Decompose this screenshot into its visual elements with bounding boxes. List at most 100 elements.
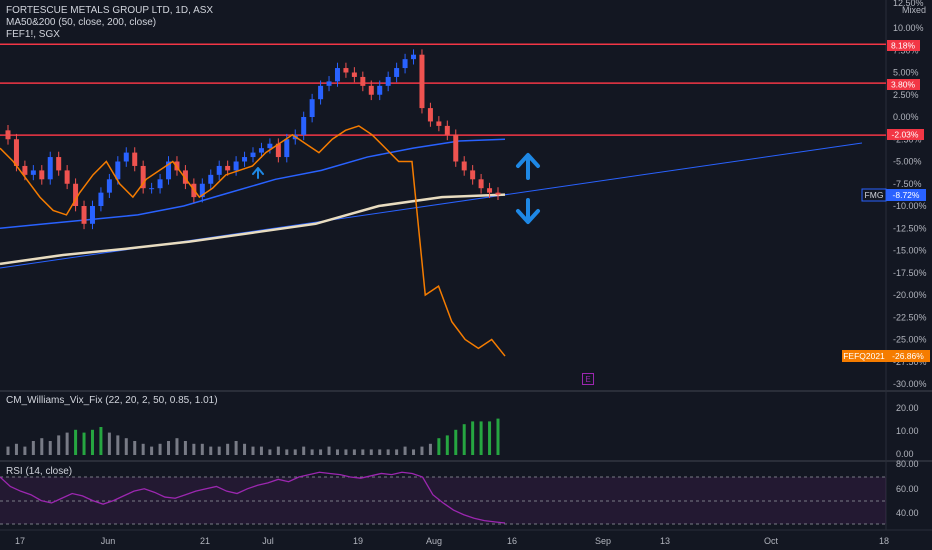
candle-body [453,134,459,162]
fmg-value: -8.72% [893,190,920,200]
rsi-tick-80: 80.00 [896,459,919,469]
rsi-line[interactable] [0,471,506,524]
vix-bar [403,446,407,455]
candle-body [199,183,205,198]
vix-bar [48,441,52,455]
vix-indicator-title[interactable]: CM_Williams_Vix_Fix (22, 20, 2, 50, 0.85… [6,395,218,406]
vix-bar [57,435,61,455]
vix-bar [167,441,171,455]
candle-body [419,54,425,109]
candle-body [182,170,188,184]
vix-bar [285,449,289,455]
candle-body [5,130,11,140]
candle-body [157,179,163,189]
vix-bar [158,443,162,455]
rsi-tick-60: 60.00 [896,484,919,494]
candle-body [385,76,391,86]
candle-body [81,206,87,224]
vix-bar [65,432,69,455]
fefq2021-compare-line[interactable] [0,125,506,357]
ma-indicator-title[interactable]: MA50&200 (50, close, 200, close) [6,17,157,28]
vix-bar [74,429,78,455]
compare-symbol-title[interactable]: FEF1!, SGX [6,29,60,40]
vix-tick-20: 20.00 [896,403,919,413]
vix-bar [175,438,179,455]
vix-bar [344,449,348,455]
hline-1-label: 8.18% [891,41,916,51]
candle-body [275,143,281,158]
arrow-down-icon[interactable] [516,198,540,224]
candle-body [216,165,222,175]
vix-bar [259,446,263,455]
candle-body [258,148,264,153]
time-axis-label: Jul [262,536,274,546]
vix-bar [302,446,306,455]
candle-body [13,139,19,166]
candle-body [149,188,155,190]
vix-bar [386,449,390,455]
small-arrow-up-icon[interactable] [252,167,264,179]
vix-bar [133,441,137,455]
vix-bar [226,443,230,455]
ma200-line[interactable] [0,193,506,266]
time-axis-label: Jun [101,536,116,546]
candle-body [22,165,28,175]
candle-body [309,99,315,117]
vix-bar [437,438,441,455]
arrow-up-icon[interactable] [516,153,540,180]
scale-mode-label[interactable]: Mixed [901,5,926,15]
vix-bar [361,449,365,455]
hline-3-badge [887,129,924,140]
rsi-indicator-title[interactable]: RSI (14, close) [6,466,73,477]
time-axis-label: 17 [15,536,25,546]
candle-body [47,157,53,180]
price-axis-tick: 10.00% [893,23,924,33]
candle-body [56,157,62,171]
symbol-title[interactable]: FORTESCUE METALS GROUP LTD, 1D, ASX [6,5,214,16]
candle-body [89,206,95,224]
candle-body [394,68,400,77]
hline-3-label: -2.03% [892,130,919,140]
candle-body [39,170,45,180]
candle-body [123,152,129,162]
price-axis-tick: -17.50% [893,268,927,278]
candle-body [140,165,146,189]
vix-bar [99,427,103,455]
vix-bar [251,446,255,455]
vix-bar [234,441,238,455]
vix-bar [150,446,154,455]
candle-body [470,170,476,180]
price-axis-tick: -15.00% [893,246,927,256]
vix-bar [107,432,111,455]
time-axis-label: Aug [426,536,442,546]
candle-body [326,81,332,86]
vix-bar [471,421,475,455]
price-axis-tick: -22.50% [893,312,927,322]
hline-1-badge [887,40,920,51]
vix-bar [268,449,272,455]
vix-bar [243,443,247,455]
vix-bar [462,424,466,455]
vix-bar [352,449,356,455]
vix-tick-0: 0.00 [896,449,914,459]
earnings-event-marker[interactable]: E [582,373,594,385]
vix-bar [90,429,94,455]
candle-body [64,170,70,184]
candle-body [73,183,79,206]
candle-body [402,59,408,69]
candle-body [106,179,112,193]
candle-body [233,161,239,171]
vix-bar [496,418,500,455]
candle-body [267,143,273,149]
candle-body [427,108,433,122]
vix-bar [23,446,27,455]
vix-bar [488,421,492,455]
vix-bar [31,441,35,455]
vix-bar [217,446,221,455]
fmg-value-badge [886,189,926,201]
price-axis-tick: -10.00% [893,201,927,211]
price-axis-tick: 0.00% [893,112,919,122]
vix-tick-10: 10.00 [896,426,919,436]
vix-bar [200,443,204,455]
